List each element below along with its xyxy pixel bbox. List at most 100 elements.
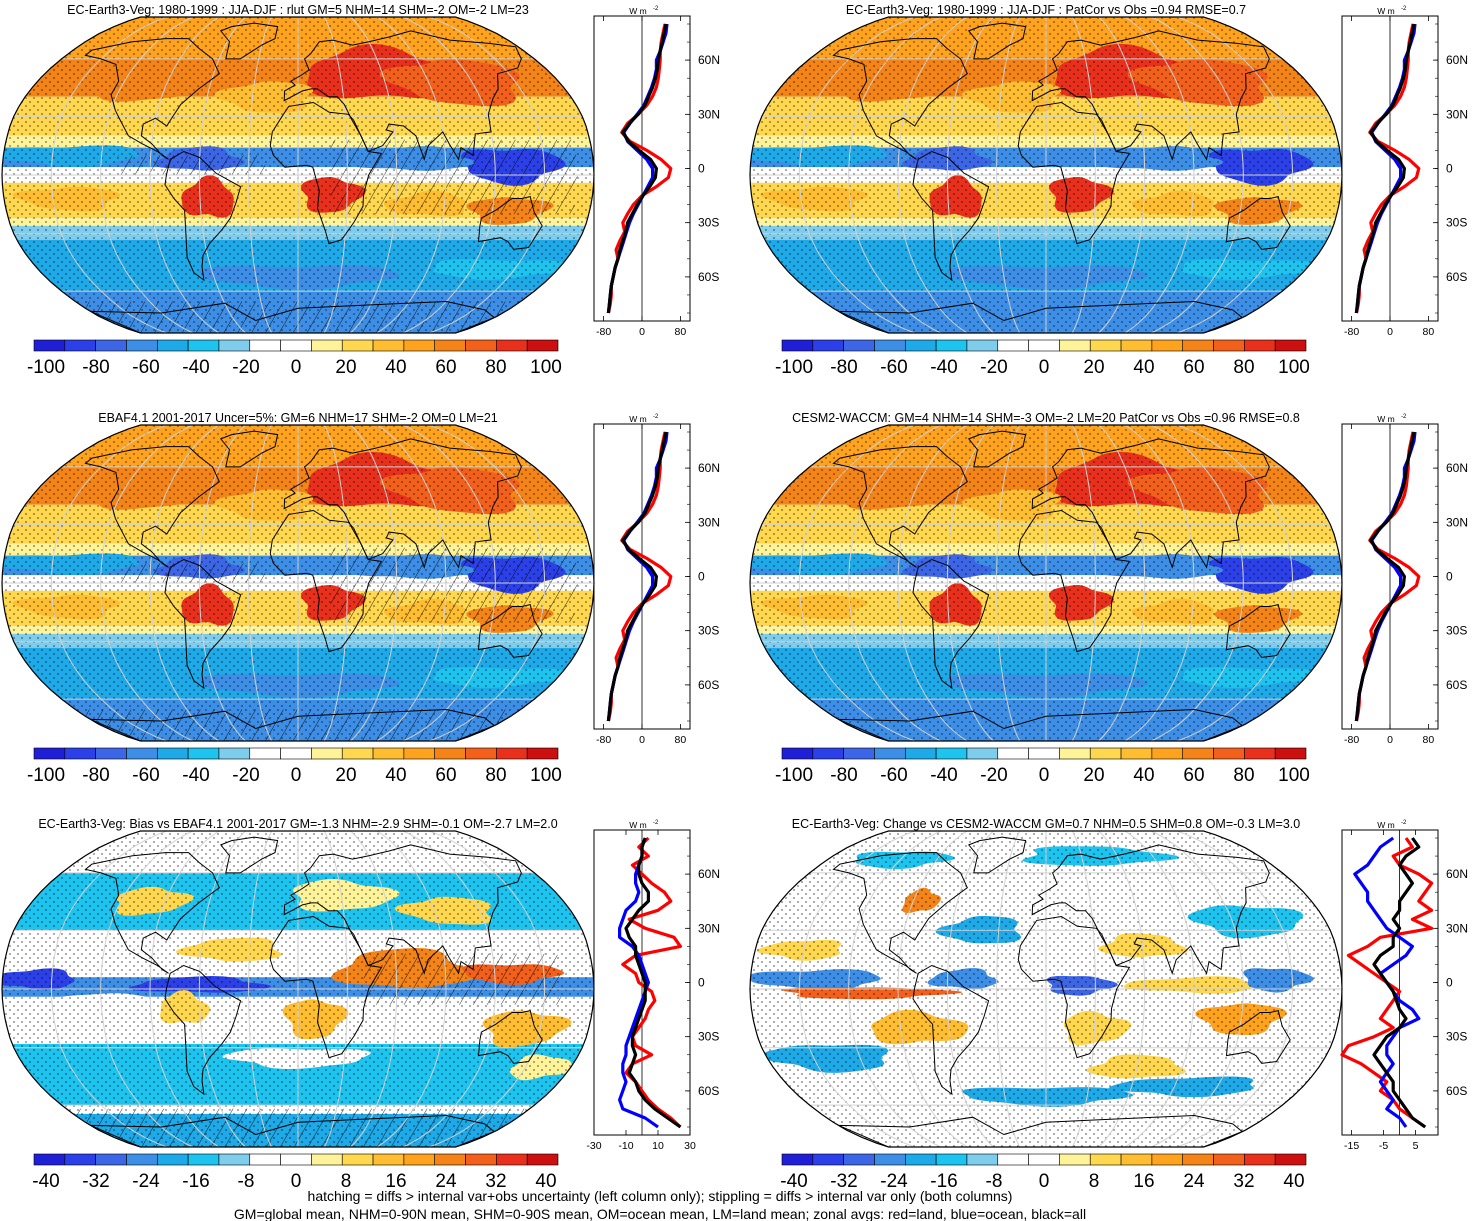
colorbar-swatch <box>843 747 875 760</box>
colorbar-swatch <box>1182 747 1214 760</box>
coastline <box>1031 844 1270 975</box>
map-outline <box>1 830 595 1148</box>
colorbar-swatch <box>496 747 528 760</box>
zonal-x-label: 0 <box>1387 734 1393 746</box>
zonal-mean-plot: W m -2 60N 30N 0 30S 60S -30 -10 10 30 <box>586 820 720 1152</box>
zonal-x-label: 80 <box>675 734 687 746</box>
colorbar-swatch <box>874 1153 906 1166</box>
lat-label: 60N <box>1446 461 1468 475</box>
unit-label: W m <box>629 414 646 424</box>
zonal-curve-all <box>606 23 668 314</box>
colorbar-label: 40 <box>385 765 406 786</box>
lat-label: 60S <box>1446 678 1467 692</box>
colorbar-swatch <box>966 747 999 760</box>
colorbar-swatch <box>341 1153 374 1166</box>
colorbar-swatch <box>526 747 559 760</box>
zonal-curve-land <box>621 836 682 1129</box>
colorbar-label: 0 <box>1039 1171 1050 1192</box>
zonal-x-label: -5 <box>1379 1140 1388 1152</box>
colorbar-swatch <box>341 339 374 352</box>
colorbar-swatch <box>465 747 497 760</box>
colorbar-label: 40 <box>385 357 406 378</box>
coastline <box>269 509 383 653</box>
coastline <box>477 604 543 658</box>
colorbar-label: -40 <box>182 765 209 786</box>
colorbar-label: -40 <box>32 1171 59 1192</box>
footer-line-1: hatching = diffs > internal var+obs unce… <box>308 1188 1013 1204</box>
colorbar-swatch <box>126 747 158 760</box>
panel-title: EC-Earth3-Veg: 1980-1999 : JJA-DJF : rlu… <box>67 3 529 17</box>
colorbar-swatch <box>966 339 999 352</box>
colorbar-label: 16 <box>385 1171 406 1192</box>
zonal-x-label: -80 <box>1344 326 1359 338</box>
footer-line-2: GM=global mean, NHM=0-90N mean, SHM=0-90… <box>234 1206 1086 1221</box>
colorbar-swatch <box>1151 1153 1184 1166</box>
zonal-x-label: -80 <box>596 326 611 338</box>
colorbar-swatch <box>64 747 96 760</box>
colorbar-label: 40 <box>1133 357 1154 378</box>
colorbar-label: 80 <box>1233 765 1254 786</box>
zonal-x-label: 10 <box>652 1140 664 1152</box>
colorbar-label: 0 <box>291 357 302 378</box>
colorbar-swatch <box>1059 339 1091 352</box>
colorbar-label: 100 <box>530 357 562 378</box>
colorbar-label: 20 <box>1083 765 1104 786</box>
lat-label: 30S <box>1446 216 1467 230</box>
map-outline <box>1 424 595 742</box>
panel-title: CESM2-WACCM: GM=4 NHM=14 SHM=-3 OM=-2 LM… <box>792 411 1300 425</box>
colorbar-swatch <box>1274 747 1307 760</box>
zonal-x-label: 0 <box>1387 326 1393 338</box>
colorbar-label: 100 <box>1278 765 1310 786</box>
colorbar-label: -16 <box>182 1171 209 1192</box>
colorbar-label: 32 <box>1233 1171 1254 1192</box>
lat-label: 0 <box>1446 162 1453 176</box>
colorbar-label: -100 <box>27 765 65 786</box>
colorbar-label: -8 <box>986 1171 1003 1192</box>
colorbar-swatch <box>218 339 251 352</box>
colorbar-swatch <box>64 1153 96 1166</box>
colorbar-label: -60 <box>132 765 159 786</box>
zonal-mean-plot: W m -2 60N 30N 0 30S 60S -80 0 80 <box>1341 414 1468 746</box>
colorbar-label: -80 <box>830 357 857 378</box>
colorbar-label: 40 <box>1283 1171 1304 1192</box>
lat-label: 30S <box>698 624 719 638</box>
zonal-x-label: -80 <box>1344 734 1359 746</box>
map-outline <box>1 16 595 334</box>
colorbar-swatch <box>1213 339 1245 352</box>
colorbar-label: 8 <box>1089 1171 1100 1192</box>
lat-label: 30S <box>1446 624 1467 638</box>
colorbar-label: 24 <box>435 1171 457 1192</box>
colorbar-label: 0 <box>291 1171 302 1192</box>
colorbar-swatch <box>372 747 405 760</box>
colorbar-label: -24 <box>132 1171 160 1192</box>
colorbar-label: 80 <box>485 357 506 378</box>
colorbar-swatch <box>156 1153 189 1166</box>
coastline <box>219 430 279 468</box>
zonal-curve-all <box>1372 837 1427 1129</box>
coastline <box>283 30 522 161</box>
colorbar-label: -100 <box>27 357 65 378</box>
colorbar-label: 0 <box>1039 357 1050 378</box>
colorbar-swatch <box>1213 1153 1245 1166</box>
colorbar: -100 -80 -60 -40 -20 0 20 40 60 80 100 <box>775 339 1310 378</box>
colorbar-swatch <box>1213 747 1245 760</box>
colorbar-swatch <box>280 1153 312 1166</box>
zonal-curve-land <box>1354 23 1421 314</box>
lat-label: 60N <box>1446 867 1468 881</box>
colorbar-swatch <box>95 747 127 760</box>
zonal-curve-ocean <box>618 837 659 1129</box>
lat-label: 30N <box>1446 107 1468 121</box>
colorbar-swatch <box>95 1153 127 1166</box>
panel-2: EC-Earth3-Veg: 1980-1999 : JJA-DJF : Pat… <box>749 3 1468 378</box>
coastline <box>1031 438 1270 569</box>
panel-3: EBAF4.1 2001-2017 Uncer=5%: GM=6 NHM=17 … <box>1 411 720 786</box>
colorbar-label: -80 <box>830 765 857 786</box>
hatching-overlay <box>117 563 266 583</box>
colorbar-swatch <box>156 747 189 760</box>
colorbar: -40 -32 -24 -16 -8 0 8 16 24 32 40 <box>32 1153 559 1192</box>
coastline <box>1225 196 1291 250</box>
colorbar-swatch <box>1120 339 1153 352</box>
coastline <box>1017 101 1131 245</box>
colorbar-swatch <box>1274 1153 1307 1166</box>
